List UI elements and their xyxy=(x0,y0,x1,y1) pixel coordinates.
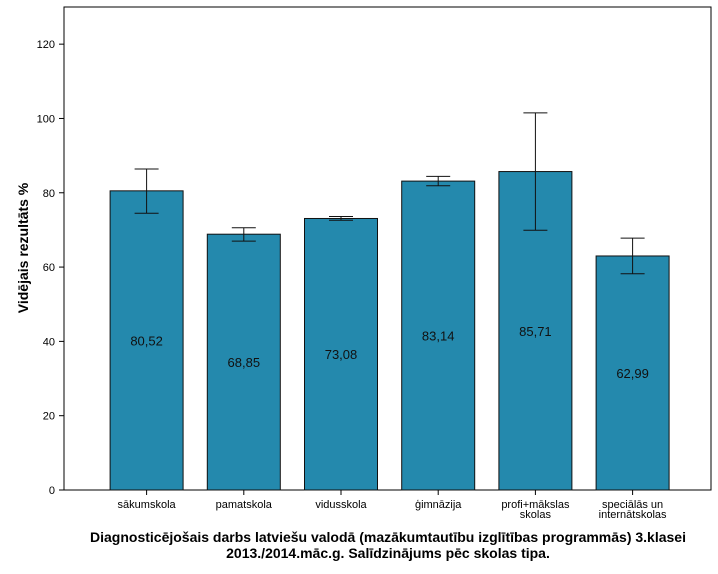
y-tick-label-100: 100 xyxy=(37,113,55,125)
bars-group: 80,52 68,85 73,08 83,14 85,71 62,99 xyxy=(109,112,670,491)
y-tick-label-120: 120 xyxy=(37,39,55,51)
y-tick-label-20: 20 xyxy=(43,411,55,423)
y-tick-label-60: 60 xyxy=(43,262,55,274)
bar-2 xyxy=(304,217,378,491)
chart-title-line-1: Diagnosticējošais darbs latviešu valodā … xyxy=(90,529,686,545)
category-label-3: ģimnāzija xyxy=(415,498,462,511)
y-tick-label-0: 0 xyxy=(49,485,55,497)
value-label-1: 68,85 xyxy=(228,355,261,370)
value-label-2: 73,08 xyxy=(325,347,358,362)
x-axis: sākumskola pamatskola vidusskola ģimnāzija p… xyxy=(118,490,667,521)
value-label-4: 85,71 xyxy=(519,324,552,339)
bar-0 xyxy=(109,190,184,491)
y-axis-title: Vidējais rezultāts % xyxy=(15,182,31,313)
chart-title-line-2: 2013./2014.māc.g. Salīdzinājums pēc skol… xyxy=(226,545,550,561)
bar-3 xyxy=(401,180,476,491)
category-label-4-line-1: skolas xyxy=(520,509,552,521)
value-label-0: 80,52 xyxy=(130,333,163,348)
value-label-3: 83,14 xyxy=(422,329,455,344)
value-label-5: 62,99 xyxy=(616,366,649,381)
category-label-1: pamatskola xyxy=(216,499,273,511)
category-label-4-line-0: profi+mākslas xyxy=(501,499,570,511)
category-label-5-line-0: speciālās un xyxy=(602,499,663,511)
category-label-5-line-1: internātskolas xyxy=(599,509,667,521)
category-label-2: vidusskola xyxy=(315,499,367,511)
y-tick-label-80: 80 xyxy=(43,188,55,200)
y-tick-label-40: 40 xyxy=(43,336,55,348)
category-label-0: sākumskola xyxy=(118,499,177,511)
y-axis: 0 20 40 60 80 100 120 xyxy=(37,39,64,497)
